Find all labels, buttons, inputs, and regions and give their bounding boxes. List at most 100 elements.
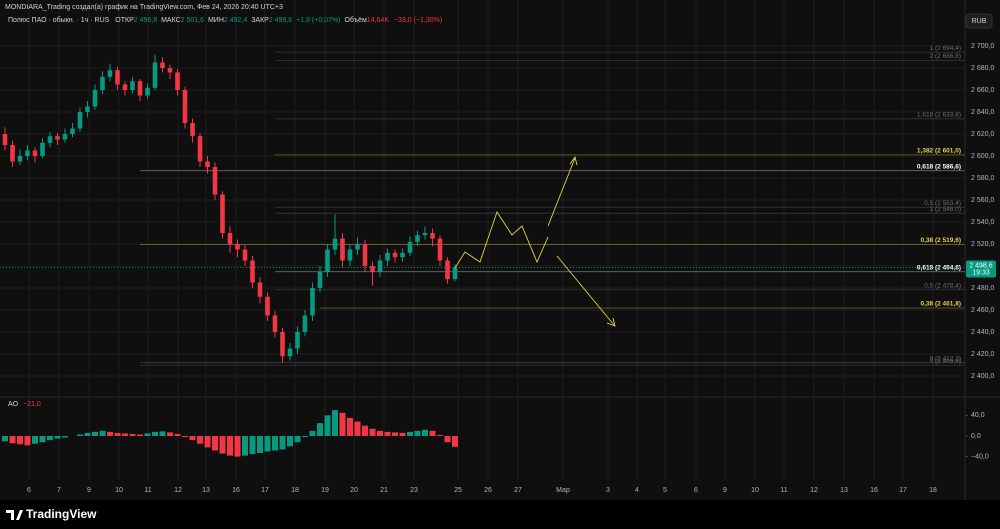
fib-label: 0,38 (2 519,6) [921,237,961,244]
x-tick-label: 5 [663,487,667,494]
x-tick-label: 3 [606,487,610,494]
y-tick-label: 2 680,0 [971,65,994,72]
ao-bar [279,436,286,450]
x-tick-label: 20 [350,487,358,494]
x-tick-label: 12 [174,487,182,494]
ao-bar [309,430,316,436]
ao-bar [99,430,106,436]
x-tick-label: 27 [514,487,522,494]
ao-bar [9,436,16,444]
candle-body [452,267,458,280]
candle-body [400,252,405,258]
x-tick-label: 17 [899,487,907,494]
x-tick-label: 11 [144,487,151,494]
candle-body [220,194,225,233]
candle-body [167,68,173,73]
ao-bar [294,436,301,443]
y-tick-label: 2 540,0 [971,219,994,226]
logo-icon [6,510,23,520]
candle-body [265,296,270,316]
fib-label: 2 (2 686,8) [930,53,961,60]
brand: TradingView [26,507,97,521]
fib-label: 0,618 (2 494,8) [917,264,961,271]
y-tick-label: 2 480,0 [971,285,994,292]
ao-bar [429,430,436,436]
fib-label: 0 (2 412,2) [930,355,961,362]
legend-line: Полюс ПАО · обыкн. · 1ч · RUS ОТКР2 496,… [8,16,442,24]
candle-body [122,84,128,90]
candle-body [370,266,375,272]
ao-bar [174,433,181,436]
candle-body [242,249,248,261]
candle-body [355,244,360,250]
candle-body [280,332,285,357]
candle-body [317,271,323,288]
ao-bar [114,432,121,436]
x-tick-label: 18 [291,487,299,494]
projection-arrow-up [547,157,576,227]
candle-body [325,249,330,272]
ohlc-value: 2 501,6 [181,17,204,24]
currency-button[interactable] [965,13,993,29]
x-tick-label: 4 [635,487,639,494]
x-tick-label: 11 [780,487,787,494]
ao-bar [17,436,23,445]
ao-bar [212,436,218,451]
ao-bar [219,436,226,454]
x-tick-label: 18 [929,487,937,494]
candle-body [407,241,413,253]
symbol: Полюс ПАО · обыкн. · 1ч · RUS [8,16,110,24]
x-tick-label: 13 [840,487,848,494]
ao-bar [317,423,323,436]
x-tick-label: 9 [723,487,727,494]
ao-bar [414,430,421,436]
ao-bar [129,433,136,436]
fib-label: 1,618 (2 633,8) [917,112,961,119]
ao-tick-label: 0,0 [971,433,981,440]
x-tick-label: 25 [454,487,462,494]
ohlc-name: МИН [208,17,224,24]
ao-bar [197,436,203,444]
ao-bar [137,434,143,436]
candle-body [55,136,60,140]
y-tick-label: 2 660,0 [971,87,994,94]
candle-body [347,249,353,261]
candle-body [145,87,150,96]
x-tick-label: 19 [321,487,329,494]
x-tick-label: 6 [694,487,698,494]
projection-path [454,210,549,269]
ao-bar [92,431,98,436]
ohlc-value: 2 492,4 [224,17,247,24]
ao-name: AO [8,401,19,408]
ohlc-value: 2 496,8 [134,17,157,24]
ao-bar [354,421,361,436]
ohlc-name: ОТКР [115,17,134,24]
candle-body [100,76,105,90]
x-tick-label: Мар [556,487,570,494]
ao-bar [407,431,413,436]
candle-body [160,62,165,68]
y-tick-label: 2 440,0 [971,329,994,336]
candle-body [10,145,15,162]
volume-change: −33,0 (−1,30%) [394,17,442,24]
ao-bar [167,432,173,436]
ao-bar [422,429,428,436]
ao-tick-label: 40,0 [971,412,985,419]
ao-bar [324,415,331,436]
ao-bar [47,436,53,441]
ao-bar [159,431,166,436]
ao-last: −21,0 [23,401,41,408]
candle-body [257,282,263,297]
candle-body [445,260,450,280]
ao-bar [107,431,113,436]
candle-body [430,233,435,239]
candle-body [2,134,8,145]
candle-body [152,62,158,88]
y-tick-label: 2 560,0 [971,197,994,204]
candle-body [175,72,180,90]
y-tick-label: 2 520,0 [971,241,994,248]
candle-body [77,112,83,129]
currency[interactable]: RUB [972,18,987,25]
